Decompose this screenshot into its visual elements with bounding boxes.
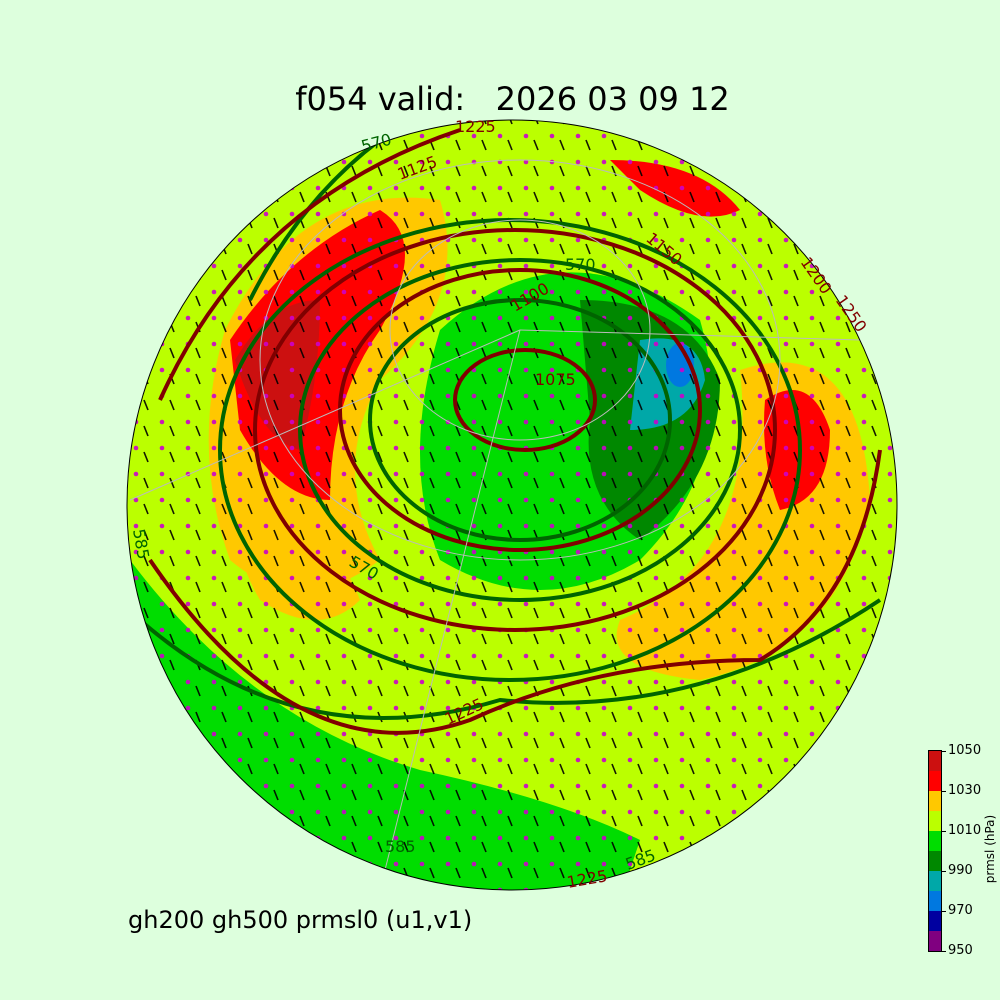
- contour-label: 585: [385, 837, 416, 856]
- colorbar-segment: [929, 791, 941, 811]
- wind-vectors-and-grid-points: [127, 120, 897, 890]
- gh200-contours: [148, 128, 882, 735]
- colorbar: [928, 750, 942, 952]
- colorbar-segment: [929, 911, 941, 931]
- colorbar-segment: [929, 751, 941, 771]
- colorbar-tick: [941, 791, 946, 792]
- colorbar-tick-label: 1010: [948, 823, 982, 838]
- contour-label: 1075: [535, 370, 576, 389]
- gh500-contours: [138, 138, 882, 720]
- colorbar-tick-label: 950: [948, 943, 973, 958]
- colorbar-tick: [941, 831, 946, 832]
- colorbar-tick-label: 1050: [948, 743, 982, 758]
- map-title: f054 valid: 2026 03 09 12: [295, 80, 730, 118]
- colorbar-tick-label: 970: [948, 903, 973, 918]
- colorbar-tick: [941, 751, 946, 752]
- colorbar-tick: [941, 871, 946, 872]
- contour-label: 1225: [455, 117, 496, 136]
- colorbar-segment: [929, 931, 941, 951]
- contour-label: 570: [565, 255, 596, 274]
- colorbar-segment: [929, 851, 941, 871]
- colorbar-tick: [941, 911, 946, 912]
- colorbar-tick-label: 1030: [948, 783, 982, 798]
- colorbar-segment: [929, 831, 941, 851]
- graticule: [129, 159, 861, 890]
- colorbar-segment: [929, 811, 941, 831]
- colorbar-segment: [929, 891, 941, 911]
- colorbar-tick: [941, 951, 946, 952]
- colorbar-tick-label: 990: [948, 863, 973, 878]
- globe-outline: [126, 119, 898, 891]
- colorbar-label: prmsl (hPa): [983, 814, 997, 884]
- map-subtitle: gh200 gh500 prmsl0 (u1,v1): [128, 906, 473, 934]
- colorbar-segment: [929, 771, 941, 791]
- colorbar-segment: [929, 871, 941, 891]
